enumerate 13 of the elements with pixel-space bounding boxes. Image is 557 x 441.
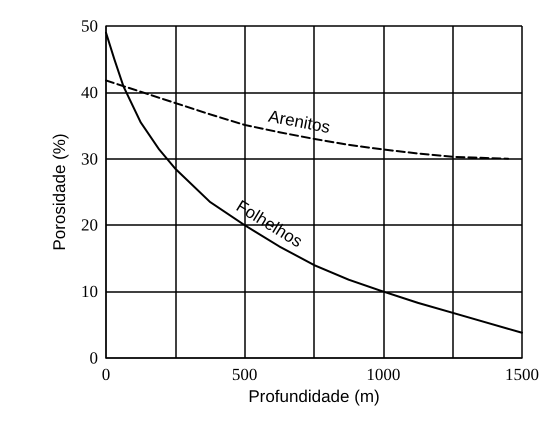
x-tick-label: 1500 [505, 365, 539, 384]
y-axis-title: Porosidade (%) [50, 133, 69, 251]
y-tick-label: 50 [81, 16, 98, 36]
y-tick-label: 40 [81, 82, 98, 102]
text: Arenitos [266, 106, 332, 137]
y-tick-label: 30 [81, 149, 98, 168]
x-tick-label: 1000 [366, 365, 400, 384]
y-tick-label: 0 [90, 348, 98, 368]
y-tick-label: 20 [81, 216, 98, 235]
x-tick-label: 500 [232, 365, 258, 384]
x-axis-title: Profundidade (m) [248, 387, 380, 406]
y-tick-label: 10 [81, 282, 98, 302]
x-tick-label: 0 [102, 365, 110, 384]
